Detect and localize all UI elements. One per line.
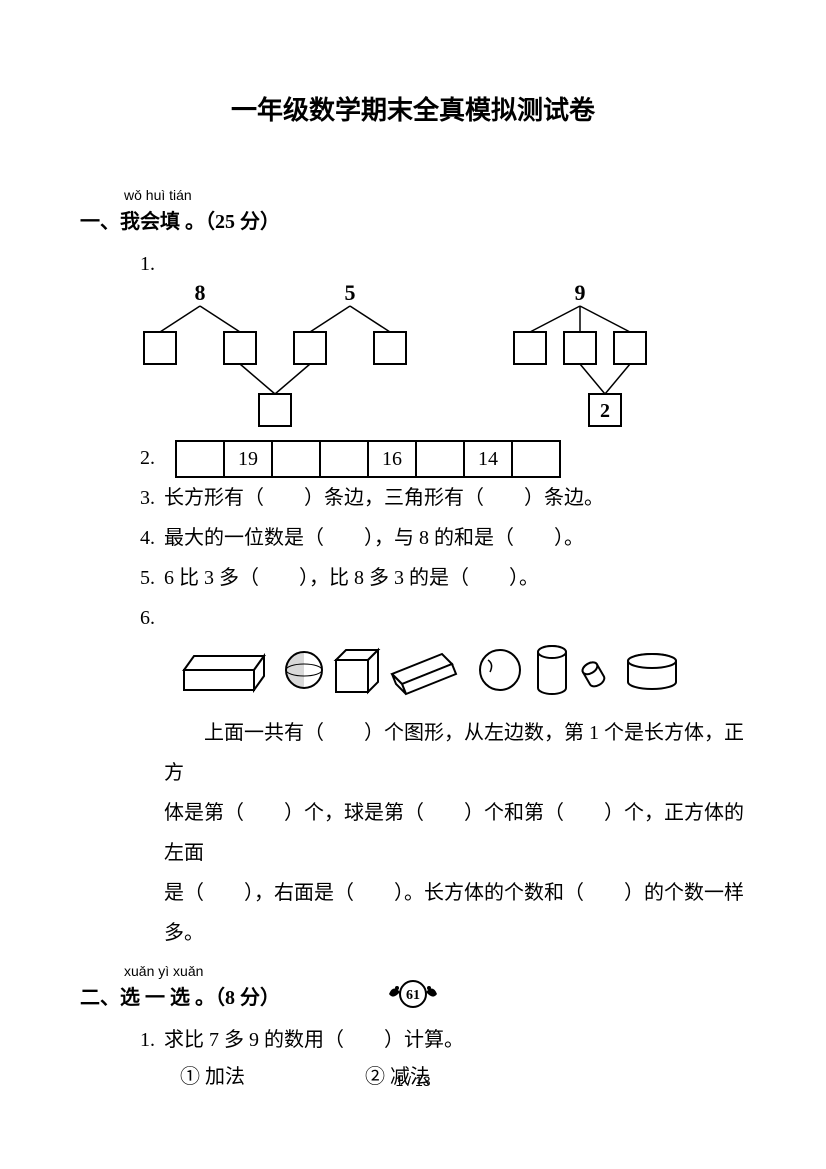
section1-pinyin: wǒ huì tián — [124, 187, 746, 203]
q6-line3: 是（ ），右面是（ ）。长方体的个数和（ ）的个数一样多。 — [164, 873, 746, 953]
q4-text: 最大的一位数是（ ），与 8 的和是（ ）。 — [164, 527, 584, 549]
q3-num: 3. — [140, 478, 164, 518]
page-footer: 1 / 13 — [395, 1073, 430, 1089]
q6-line2: 体是第（ ）个，球是第（ ）个和第（ ）个，正方体的左面 — [164, 793, 746, 873]
q2-cell — [513, 442, 559, 476]
q3-text: 长方形有（ ）条边，三角形有（ ）条边。 — [164, 487, 604, 509]
page-title: 一年级数学期末全真模拟测试卷 — [80, 90, 746, 127]
q4: 4.最大的一位数是（ ），与 8 的和是（ ）。 — [140, 518, 726, 558]
s2-q1-opt2: ② 减法 — [365, 1060, 545, 1089]
section1-heading: 一、我会填 。（25 分） — [80, 205, 746, 234]
q2-cell: 19 — [225, 442, 273, 476]
svg-text:2: 2 — [600, 400, 610, 422]
q2-number-strip: 19 16 14 — [175, 440, 561, 478]
q1: 1. 8 5 9 — [140, 244, 726, 434]
q2-cell — [321, 442, 369, 476]
s2-q1-opt1: ① 加法 — [180, 1060, 360, 1089]
q1-num: 1. — [140, 244, 164, 284]
q2: 2. 19 16 14 — [140, 438, 726, 478]
q6-line1: 上面一共有（ ）个图形，从左边数，第 1 个是长方体，正方 — [164, 713, 746, 793]
q3: 3.长方形有（ ）条边，三角形有（ ）条边。 — [140, 478, 726, 518]
q6: 6. — [140, 598, 726, 638]
q5: 5.6 比 3 多（ ），比 8 多 3 的是（ ）。 — [140, 558, 726, 598]
q2-cell — [273, 442, 321, 476]
s2-q1-options: ① 加法 ② 减法 — [180, 1060, 746, 1089]
q5-text: 6 比 3 多（ ），比 8 多 3 的是（ ）。 — [164, 567, 539, 589]
s2-q1-num: 1. — [140, 1020, 164, 1060]
q2-num: 2. — [140, 438, 164, 478]
svg-text:8: 8 — [195, 284, 206, 305]
q2-cell: 14 — [465, 442, 513, 476]
q6-num: 6. — [140, 598, 164, 638]
svg-text:5: 5 — [345, 284, 356, 305]
page-badge: 61 — [383, 974, 443, 1019]
q2-cell: 16 — [369, 442, 417, 476]
s2-q1-text: 求比 7 多 9 的数用（ ）计算。 — [164, 1029, 464, 1051]
q4-num: 4. — [140, 518, 164, 558]
q5-num: 5. — [140, 558, 164, 598]
svg-text:9: 9 — [575, 284, 586, 305]
q6-shapes — [180, 642, 746, 703]
q2-cell — [417, 442, 465, 476]
s2-q1: 1.求比 7 多 9 的数用（ ）计算。 — [140, 1020, 726, 1060]
q2-cell — [177, 442, 225, 476]
svg-text:61: 61 — [406, 988, 420, 1003]
q1-diagram: 8 5 9 2 — [140, 284, 700, 434]
